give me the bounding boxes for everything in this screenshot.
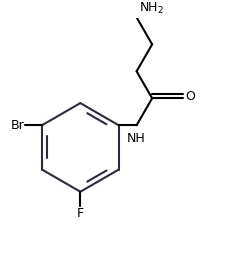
- Text: F: F: [77, 207, 84, 220]
- Text: O: O: [186, 90, 196, 103]
- Text: Br: Br: [10, 119, 24, 132]
- Text: NH: NH: [127, 132, 146, 146]
- Text: NH$_2$: NH$_2$: [139, 1, 164, 16]
